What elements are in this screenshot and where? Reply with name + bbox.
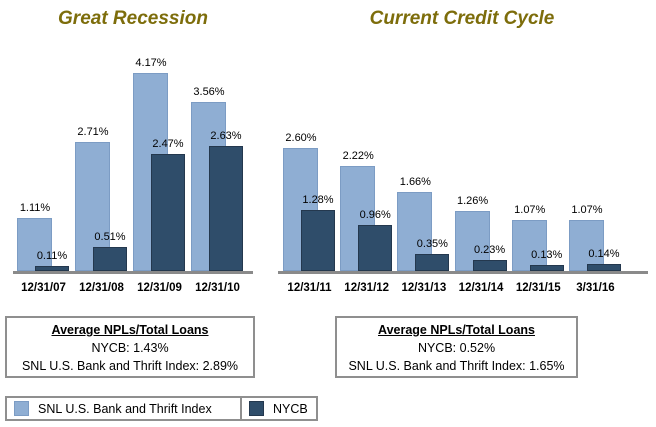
x-axis-label: 12/31/14 xyxy=(458,282,504,294)
bar-nycb xyxy=(151,153,185,271)
value-label-snl: 1.66% xyxy=(399,176,431,189)
bar-nycb xyxy=(529,264,564,271)
bar-nycb xyxy=(415,254,450,271)
legend-item-snl: SNL U.S. Bank and Thrift Index xyxy=(5,396,242,421)
x-axis-label: 12/31/08 xyxy=(79,282,124,294)
nycb-swatch-icon xyxy=(249,401,264,416)
summary-line-snl: SNL U.S. Bank and Thrift Index: 1.65% xyxy=(348,359,565,373)
bar-nycb xyxy=(35,265,69,271)
x-axis-label: 12/31/15 xyxy=(515,282,561,294)
value-label-nycb: 1.28% xyxy=(302,194,334,207)
bar-nycb xyxy=(586,264,621,271)
bar-group: 2.22% 0.96% 12/31/12 xyxy=(340,37,393,294)
x-axis-line xyxy=(278,271,648,274)
value-label-nycb: 0.51% xyxy=(94,230,126,243)
legend-label-nycb: NYCB xyxy=(273,401,308,416)
value-label-nycb: 0.13% xyxy=(531,248,563,261)
value-label-nycb: 2.47% xyxy=(152,137,184,150)
bar-nycb xyxy=(358,225,393,271)
bar-group: 2.60% 1.28% 12/31/11 xyxy=(283,37,336,294)
x-axis-line xyxy=(13,271,253,274)
value-label-nycb: 0.11% xyxy=(36,249,68,262)
bar-group: 4.17% 2.47% 12/31/09 xyxy=(133,37,186,294)
value-label-snl: 3.56% xyxy=(193,85,225,98)
x-axis-label: 12/31/09 xyxy=(137,282,182,294)
x-axis-label: 12/31/11 xyxy=(287,282,332,294)
bar-nycb xyxy=(472,260,507,271)
bar-snl xyxy=(75,142,110,271)
value-label-snl: 4.17% xyxy=(135,56,167,69)
great-recession-title: Great Recession xyxy=(58,8,208,29)
summary-heading: Average NPLs/Total Loans xyxy=(378,323,535,337)
summary-line-nycb: NYCB: 1.43% xyxy=(91,341,169,355)
bar-nycb xyxy=(93,246,127,271)
bar-group: 1.11% 0.11% 12/31/07 xyxy=(17,37,70,294)
bar-snl xyxy=(511,220,547,271)
great-recession-chart: 1.11% 0.11% 12/31/07 2.71% 0.51% 12/31/08 4.17… xyxy=(13,37,253,294)
value-label-nycb: 0.23% xyxy=(473,244,506,257)
summary-line-nycb: NYCB: 0.52% xyxy=(417,341,496,355)
x-axis-label: 12/31/07 xyxy=(21,282,66,294)
bar-snl xyxy=(17,218,52,271)
legend-label-snl: SNL U.S. Bank and Thrift Index xyxy=(38,401,212,416)
bar-group: 1.26% 0.23% 12/31/14 xyxy=(454,37,508,294)
legend-item-nycb: NYCB xyxy=(240,396,318,421)
value-label-nycb: 0.96% xyxy=(359,209,391,222)
value-label-nycb: 0.35% xyxy=(416,238,448,251)
summary-box-current-cycle: Average NPLs/Total Loans NYCB: 0.52% SNL… xyxy=(335,316,578,378)
summary-box-great-recession: Average NPLs/Total Loans NYCB: 1.43% SNL… xyxy=(5,316,255,378)
x-axis-label: 3/31/16 xyxy=(576,282,615,294)
bar-group: 1.07% 0.14% 3/31/16 xyxy=(568,37,622,294)
value-label-snl: 1.07% xyxy=(514,204,546,217)
value-label-snl: 2.22% xyxy=(342,149,374,162)
legend: SNL U.S. Bank and Thrift Index NYCB xyxy=(5,396,318,421)
bar-group: 1.07% 0.13% 12/31/15 xyxy=(511,37,565,294)
bar-group: 1.66% 0.35% 12/31/13 xyxy=(397,37,450,294)
value-label-nycb: 2.63% xyxy=(210,130,242,143)
summary-heading: Average NPLs/Total Loans xyxy=(51,323,209,337)
value-label-nycb: 0.14% xyxy=(588,248,620,261)
value-label-snl: 2.71% xyxy=(77,126,109,139)
bar-snl xyxy=(568,220,604,271)
current-credit-cycle-title: Current Credit Cycle xyxy=(369,8,555,29)
value-label-snl: 1.11% xyxy=(19,202,51,215)
current-credit-cycle-chart: 2.60% 1.28% 12/31/11 2.22% 0.96% 12/31/12 1.66… xyxy=(278,37,648,294)
snl-swatch-icon xyxy=(14,401,29,416)
bar-nycb xyxy=(301,210,335,271)
bar-nycb xyxy=(209,146,243,271)
bar-group: 2.71% 0.51% 12/31/08 xyxy=(75,37,128,294)
bar-group: 3.56% 2.63% 12/31/10 xyxy=(191,37,244,294)
value-label-snl: 1.07% xyxy=(571,204,603,217)
x-axis-label: 12/31/10 xyxy=(195,282,240,294)
summary-line-snl: SNL U.S. Bank and Thrift Index: 2.89% xyxy=(21,359,239,373)
value-label-snl: 1.26% xyxy=(456,195,489,208)
x-axis-label: 12/31/12 xyxy=(344,282,390,294)
value-label-snl: 2.60% xyxy=(285,131,317,144)
x-axis-label: 12/31/13 xyxy=(401,282,447,294)
